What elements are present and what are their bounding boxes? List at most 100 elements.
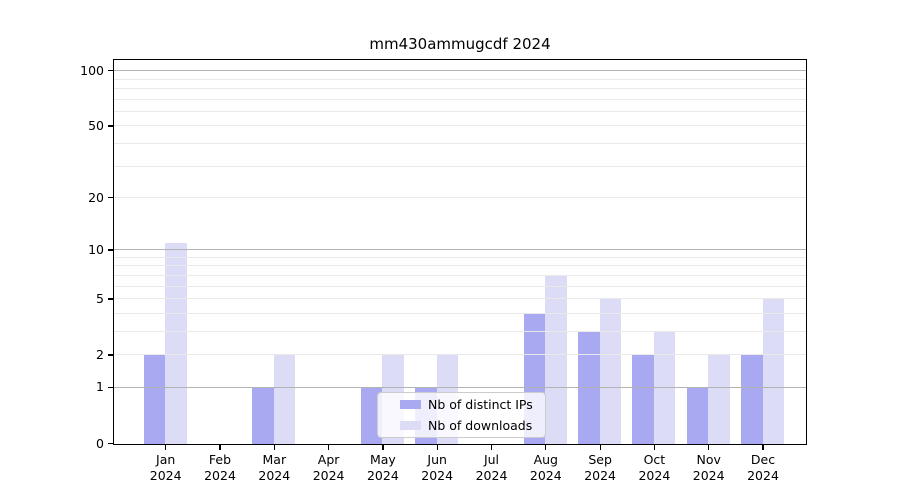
y-tick (107, 197, 113, 199)
bar-downloads (165, 243, 187, 444)
bar-distinct-ips (686, 388, 709, 444)
x-tick-month: Apr (317, 452, 340, 467)
x-tick (545, 445, 547, 450)
bar-distinct-ips (143, 355, 166, 444)
y-tick-label: 100 (80, 62, 104, 78)
y-tick (107, 249, 113, 251)
y-tick-label: 50 (88, 117, 104, 133)
x-tick-month: May (369, 452, 396, 467)
x-tick-month: Oct (643, 452, 666, 467)
x-tick-year: 2024 (529, 468, 562, 483)
x-tick (273, 445, 275, 450)
x-tick-label: Sep 2024 (572, 452, 628, 484)
gridline-major (114, 69, 806, 72)
x-tick-month: Jan (156, 452, 176, 467)
bar-downloads (708, 355, 730, 444)
x-tick-month: Aug (533, 452, 558, 467)
x-tick (382, 445, 384, 450)
x-tick-year: 2024 (584, 468, 616, 483)
legend-item-downloads: Nb of downloads (400, 417, 545, 435)
x-tick-label: Feb 2024 (192, 452, 248, 484)
x-tick-month: Nov (696, 452, 721, 467)
y-tick-label: 1 (96, 379, 104, 395)
legend-swatch-distinct-ips (400, 400, 421, 409)
x-tick (165, 445, 167, 450)
gridline-minor (114, 197, 806, 198)
gridline-minor (114, 354, 806, 356)
y-tick (107, 354, 113, 356)
x-tick-label: Nov 2024 (681, 452, 737, 484)
bar-downloads (599, 299, 622, 444)
legend: Nb of distinct IPs Nb of downloads (377, 392, 546, 438)
gridline-minor (114, 142, 806, 144)
x-tick (436, 445, 438, 450)
x-tick (762, 445, 764, 450)
x-tick-year: 2024 (747, 468, 779, 483)
gridline-minor (114, 274, 806, 276)
y-tick (107, 125, 113, 127)
x-tick-label: May 2024 (355, 452, 411, 484)
x-tick-year: 2024 (421, 468, 454, 483)
x-tick-month: Jun (427, 452, 447, 467)
y-tick-label: 20 (88, 189, 104, 205)
bar-distinct-ips (252, 388, 274, 444)
x-tick-label: Jan 2024 (138, 452, 194, 484)
x-tick (653, 445, 656, 450)
x-tick-month: Jul (483, 452, 500, 467)
x-tick-month: Dec (750, 452, 776, 467)
gridline-minor (114, 265, 806, 267)
x-tick (219, 445, 221, 450)
x-tick-label: Apr 2024 (301, 452, 357, 484)
x-tick (328, 445, 330, 450)
bar-downloads (273, 355, 296, 444)
x-tick-label: Dec 2024 (735, 452, 791, 484)
gridline-minor (114, 98, 806, 100)
bar-distinct-ips (741, 355, 763, 444)
gridline-minor (114, 285, 806, 287)
x-tick (490, 445, 493, 450)
gridline-major (114, 386, 806, 389)
chart-title: mm430ammugcdf 2024 (369, 35, 551, 53)
y-tick (107, 443, 113, 445)
gridline-minor (114, 87, 806, 89)
x-tick-month: Mar (262, 452, 287, 467)
x-tick-year: 2024 (312, 468, 345, 483)
y-tick-label: 10 (88, 241, 104, 257)
x-tick-year: 2024 (258, 468, 291, 483)
x-tick-label: Mar 2024 (246, 452, 302, 484)
x-tick (708, 445, 710, 450)
y-tick-label: 5 (96, 290, 104, 306)
gridline-minor (114, 298, 806, 300)
gridline-minor (114, 165, 806, 167)
grid-layer (114, 60, 806, 444)
bar-downloads (762, 299, 784, 444)
gridline-minor (114, 125, 806, 127)
legend-label-distinct-ips: Nb of distinct IPs (428, 397, 533, 412)
gridline-minor (114, 330, 806, 332)
x-tick-year: 2024 (366, 468, 399, 483)
gridline-minor (114, 78, 806, 80)
x-tick-year: 2024 (475, 468, 508, 483)
gridline-minor (114, 312, 806, 314)
bar-downloads (545, 275, 567, 444)
y-tick (107, 298, 113, 300)
gridline-minor (114, 256, 806, 258)
x-tick-year: 2024 (638, 468, 671, 483)
legend-item-distinct-ips: Nb of distinct IPs (400, 396, 545, 414)
y-tick (107, 70, 113, 72)
x-tick-year: 2024 (204, 468, 236, 483)
x-tick-label: Aug 2024 (518, 452, 574, 484)
legend-swatch-downloads (400, 421, 421, 430)
legend-label-downloads: Nb of downloads (428, 418, 533, 433)
y-tick-label: 0 (96, 435, 104, 451)
x-tick-label: Jun 2024 (409, 452, 465, 484)
x-tick-label: Jul 2024 (464, 452, 520, 484)
bar-distinct-ips (632, 355, 654, 444)
y-tick-label: 2 (96, 346, 104, 362)
gridline-major (114, 249, 806, 251)
y-tick (107, 386, 113, 389)
plot-area (113, 59, 807, 445)
x-tick-year: 2024 (692, 468, 725, 483)
x-tick-month: Feb (208, 452, 232, 467)
